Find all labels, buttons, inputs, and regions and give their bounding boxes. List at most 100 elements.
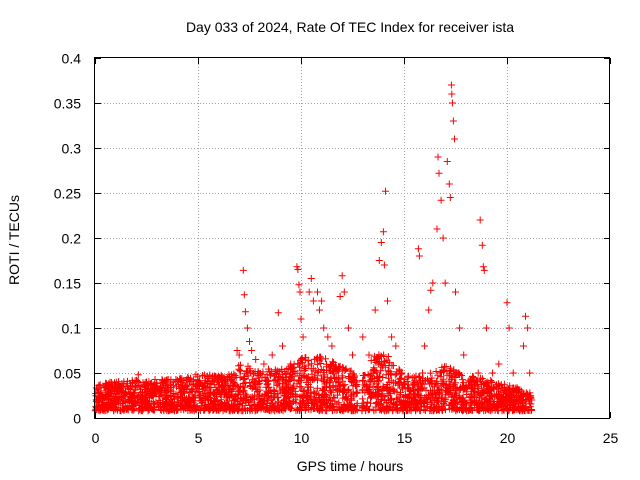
- data-point: [429, 279, 437, 287]
- data-point: [445, 180, 453, 188]
- data-point: [297, 315, 305, 323]
- data-point: [452, 288, 459, 296]
- data-point: [443, 158, 451, 165]
- data-point: [134, 371, 142, 379]
- chart-title: Day 033 of 2024, Rate Of TEC Index for r…: [186, 19, 514, 35]
- data-point: [246, 338, 253, 345]
- data-point: [482, 324, 490, 332]
- data-point: [305, 288, 313, 296]
- data-point: [435, 169, 443, 177]
- data-point: [489, 369, 497, 377]
- data-point: [398, 369, 406, 377]
- data-point: [268, 351, 276, 359]
- data-point: [448, 90, 456, 98]
- y-tick-label: 0: [73, 411, 81, 427]
- data-point: [522, 312, 529, 320]
- data-point: [101, 389, 109, 397]
- data-point: [353, 378, 361, 386]
- data-point: [505, 324, 513, 332]
- data-point: [243, 324, 251, 332]
- y-tick-label: 0.35: [54, 96, 81, 112]
- x-tick-label: 0: [92, 430, 100, 446]
- data-point: [143, 378, 150, 386]
- data-point: [474, 369, 482, 377]
- data-point: [526, 369, 534, 377]
- x-tick-label: 25: [603, 430, 619, 446]
- data-point: [466, 378, 474, 386]
- data-point: [340, 288, 348, 296]
- data-point: [239, 266, 247, 274]
- data-point: [388, 333, 396, 341]
- y-tick-label: 0.1: [62, 321, 82, 337]
- y-axis-ticks: 0 0.05 0.1 0.15 0.2 0.25 0.3 0.35 0.4: [54, 51, 610, 427]
- data-point: [384, 297, 391, 305]
- data-point: [240, 291, 248, 299]
- data-point: [425, 306, 433, 314]
- data-point: [252, 356, 260, 363]
- data-point: [524, 324, 532, 332]
- data-point: [415, 252, 423, 260]
- data-point: [328, 342, 336, 350]
- data-point: [480, 266, 488, 274]
- data-point: [509, 369, 517, 377]
- data-point: [377, 239, 385, 246]
- data-point: [192, 371, 200, 379]
- data-point: [287, 360, 295, 368]
- y-axis-label: ROTI / TECUs: [6, 195, 22, 285]
- data-point: [173, 376, 181, 384]
- data-point: [365, 351, 373, 359]
- data-point: [299, 333, 307, 341]
- data-point: [296, 288, 304, 296]
- data-point: [439, 234, 447, 242]
- y-tick-label: 0.2: [62, 231, 82, 247]
- data-point: [344, 324, 352, 332]
- data-point: [446, 194, 454, 201]
- data-point: [279, 342, 286, 350]
- x-tick-label: 20: [500, 430, 516, 446]
- data-point: [320, 324, 328, 332]
- data-point: [260, 360, 268, 368]
- data-point: [248, 347, 256, 354]
- data-point: [456, 324, 464, 332]
- data-point: [309, 297, 317, 305]
- data-point: [495, 360, 503, 368]
- grid-lines: [95, 58, 610, 418]
- x-tick-label: 10: [294, 430, 310, 446]
- data-point: [204, 374, 212, 382]
- x-axis-ticks: 0 5 10 15 20 25: [92, 58, 619, 446]
- data-point: [392, 342, 400, 350]
- data-point: [225, 371, 233, 379]
- data-point: [451, 135, 458, 143]
- x-axis-label: GPS time / hours: [297, 458, 404, 474]
- data-point: [433, 225, 441, 233]
- data-point: [314, 288, 321, 296]
- data-point: [421, 342, 429, 350]
- y-tick-label: 0.25: [54, 186, 81, 202]
- data-point: [215, 378, 223, 386]
- data-point: [437, 196, 445, 204]
- data-point: [520, 342, 527, 350]
- data-point: [448, 99, 456, 107]
- data-point: [235, 351, 243, 359]
- data-point: [153, 380, 161, 388]
- data-point: [122, 383, 130, 390]
- data-point: [447, 81, 455, 89]
- data-point: [528, 396, 536, 404]
- data-point: [349, 351, 356, 359]
- x-tick-label: 5: [195, 430, 203, 446]
- data-point: [371, 306, 379, 314]
- y-tick-label: 0.05: [54, 366, 81, 382]
- data-point: [410, 374, 418, 381]
- data-point: [503, 299, 511, 307]
- data-point: [441, 279, 449, 287]
- x-tick-label: 15: [397, 430, 413, 446]
- data-point: [336, 293, 344, 300]
- data-point: [318, 297, 326, 305]
- data-point: [324, 333, 332, 341]
- data-points: [91, 81, 536, 415]
- data-point: [294, 266, 302, 273]
- data-point: [338, 272, 346, 280]
- data-point: [295, 281, 303, 289]
- data-point: [316, 306, 323, 314]
